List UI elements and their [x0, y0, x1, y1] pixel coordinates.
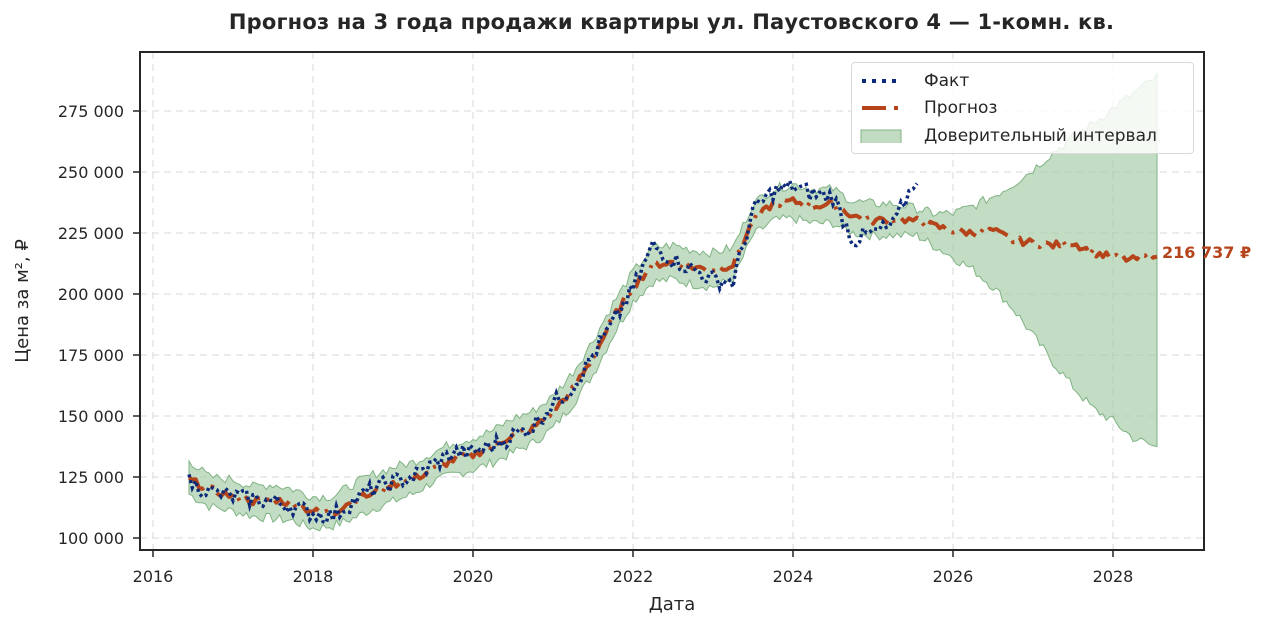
forecast-line	[188, 196, 1158, 518]
y-axis-ticks: 100 000 125 000 150 000 175 000 200 000 225 0…	[58, 102, 140, 548]
confidence-band	[188, 72, 1158, 532]
y-tick-label: 250 000	[58, 163, 124, 182]
y-tick-label: 150 000	[58, 407, 124, 426]
legend-label: Факт	[924, 71, 970, 91]
legend-item-fact: Факт	[852, 68, 969, 94]
legend-item-forecast: Прогноз	[852, 95, 997, 121]
axes-frame	[139, 51, 1205, 551]
x-tick-label: 2024	[773, 567, 814, 586]
forecast-end-value-label: 216 737 ₽	[1162, 243, 1252, 262]
y-tick-label: 275 000	[58, 102, 124, 121]
grid-lines	[140, 52, 1204, 550]
x-tick-label: 2018	[293, 567, 334, 586]
fact-line	[187, 176, 919, 527]
dash-dot-line-icon	[862, 106, 900, 110]
y-tick-label: 100 000	[58, 529, 124, 548]
y-tick-label: 200 000	[58, 285, 124, 304]
legend-label: Прогноз	[924, 98, 998, 118]
fill-patch-icon	[860, 129, 902, 143]
x-tick-label: 2016	[133, 567, 174, 586]
chart-title: Прогноз на 3 года продажи квартиры ул. П…	[228, 10, 1115, 34]
legend-item-interval: Доверительный интервал	[852, 123, 1157, 149]
y-tick-label: 225 000	[58, 224, 124, 243]
y-tick-label: 125 000	[58, 468, 124, 487]
legend: Факт Прогноз Доверительный интервал	[851, 62, 1194, 154]
legend-label: Доверительный интервал	[924, 126, 1157, 146]
dotted-line-icon	[862, 79, 900, 83]
x-tick-label: 2022	[613, 567, 654, 586]
x-tick-label: 2020	[453, 567, 494, 586]
y-axis-label: Цена за м², ₽	[12, 239, 33, 363]
x-axis-label: Дата	[649, 594, 696, 615]
x-tick-label: 2028	[1093, 567, 1134, 586]
x-tick-label: 2026	[933, 567, 974, 586]
y-tick-label: 175 000	[58, 346, 124, 365]
x-axis-ticks: 2016 2018 2020 2022 2024 2026 2028	[133, 550, 1134, 586]
